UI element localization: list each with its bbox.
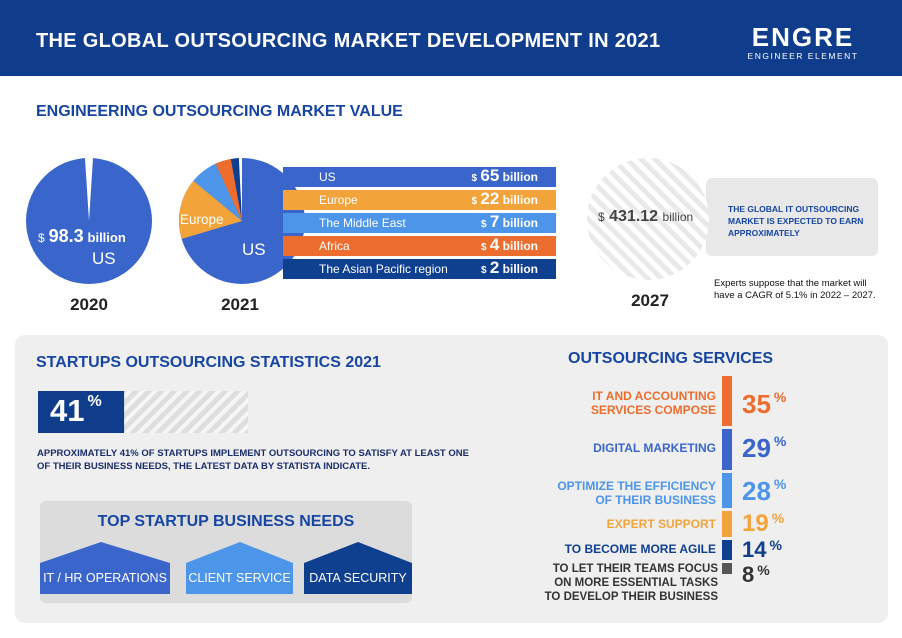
- service-pct-focus: 8%: [742, 562, 770, 587]
- service-pct-optimize: 28%: [742, 476, 787, 506]
- region-value: $ 65 billion: [471, 166, 539, 185]
- service-bar-digital-marketing: [722, 429, 732, 470]
- page-title: THE GLOBAL OUTSOURCING MARKET DEVELOPMEN…: [36, 30, 661, 52]
- service-label-digital-marketing: DIGITAL MARKETING: [593, 441, 716, 455]
- region-bar-asia-pacific: The Asian Pacific region $ 2 billion: [283, 258, 556, 279]
- pie-2021: [178, 158, 305, 284]
- need-arrow-client: [186, 542, 293, 563]
- service-pct-agile: 14%: [742, 537, 782, 562]
- region-name: Europe: [319, 193, 358, 207]
- region-bar-middle-east: The Middle East $ 7 billion: [283, 212, 556, 233]
- engre-logo: ENGRE ENGINEER ELEMENT: [738, 24, 868, 64]
- pie-2021-gap: [238, 158, 242, 221]
- need-arrow-it-hr: [40, 542, 170, 563]
- region-value: $ 4 billion: [480, 235, 538, 254]
- region-bar-europe: Europe $ 22 billion: [283, 189, 556, 210]
- need-arrow-security: [304, 542, 412, 563]
- forecast-callout-text: THE GLOBAL IT OUTSOURCING MARKET IS EXPE…: [728, 204, 864, 238]
- progress-fill: [38, 391, 125, 433]
- pie-2021-europe-label: Europe: [180, 212, 224, 227]
- year-2027: 2027: [631, 291, 669, 310]
- header-bar: [0, 0, 902, 76]
- service-label-it-accounting: IT AND ACCOUNTING SERVICES COMPOSE: [590, 389, 716, 417]
- region-bar-us: US $ 65 billion: [283, 166, 556, 187]
- business-needs-arrows: [40, 542, 412, 563]
- region-value: $ 22 billion: [471, 189, 539, 208]
- startups-description: APPROXIMATELY 41% OF STARTUPS IMPLEMENT …: [37, 448, 469, 472]
- pie-2020-value: $ 98.3 billion: [38, 226, 126, 246]
- forecast-circle: [587, 158, 709, 280]
- services-section-title: OUTSOURCING SERVICES: [568, 350, 774, 367]
- need-data-security: DATA SECURITY: [304, 563, 412, 594]
- logo-word: ENGRE: [751, 22, 855, 52]
- region-name: The Middle East: [319, 216, 406, 230]
- startups-section-title: STARTUPS OUTSOURCING STATISTICS 2021: [36, 354, 381, 371]
- year-2020: 2020: [70, 295, 108, 314]
- business-needs-title: TOP STARTUP BUSINESS NEEDS: [97, 513, 355, 530]
- service-bar-optimize: [722, 473, 732, 508]
- pie-2020: [26, 157, 152, 284]
- pie-2021-asia-slice: [230, 158, 242, 221]
- startups-percentage: 41%: [50, 393, 102, 428]
- region-bar-africa: Africa $ 4 billion: [283, 235, 556, 256]
- pie-2021-africa-slice: [215, 159, 242, 221]
- service-pct-digital-marketing: 29%: [742, 433, 787, 463]
- region-value: $ 2 billion: [480, 258, 538, 277]
- region-value: $ 7 billion: [480, 212, 538, 231]
- service-bar-expert-support: [722, 511, 732, 537]
- startups-progress-bar: [38, 391, 248, 433]
- market-section-title: ENGINEERING OUTSOURCING MARKET VALUE: [36, 103, 403, 120]
- need-client-service: CLIENT SERVICE: [186, 563, 293, 594]
- pie-2021-us-label: US: [242, 240, 266, 259]
- forecast-note: Experts suppose that the market will hav…: [714, 278, 876, 301]
- region-name: Africa: [319, 239, 350, 253]
- service-pct-it-accounting: 35%: [742, 389, 787, 419]
- pie-2020-region: US: [92, 249, 116, 268]
- service-label-focus: TO LET THEIR TEAMS FOCUS ON MORE ESSENTI…: [544, 563, 718, 603]
- service-bar-agile: [722, 540, 732, 560]
- pie-2021-europe-slice: [178, 180, 242, 239]
- year-2021: 2021: [221, 295, 259, 314]
- need-it-hr-operations: IT / HR OPERATIONS: [40, 563, 170, 594]
- pie-2021-middle-east-slice: [193, 163, 242, 221]
- forecast-callout-box: [706, 178, 878, 256]
- service-bar-it-accounting: [722, 376, 732, 426]
- service-pct-expert-support: 19%: [742, 510, 785, 537]
- region-name: The Asian Pacific region: [319, 262, 448, 276]
- pie-2020-gap: [85, 157, 93, 221]
- service-label-agile: TO BECOME MORE AGILE: [564, 542, 716, 556]
- service-label-expert-support: EXPERT SUPPORT: [606, 517, 716, 531]
- service-label-optimize: OPTIMIZE THE EFFICIENCY OF THEIR BUSINES…: [557, 479, 716, 507]
- region-name: US: [319, 170, 336, 184]
- logo-tagline: ENGINEER ELEMENT: [747, 51, 859, 61]
- forecast-value: $ 431.12 billion: [598, 208, 694, 225]
- service-bar-focus: [722, 563, 732, 574]
